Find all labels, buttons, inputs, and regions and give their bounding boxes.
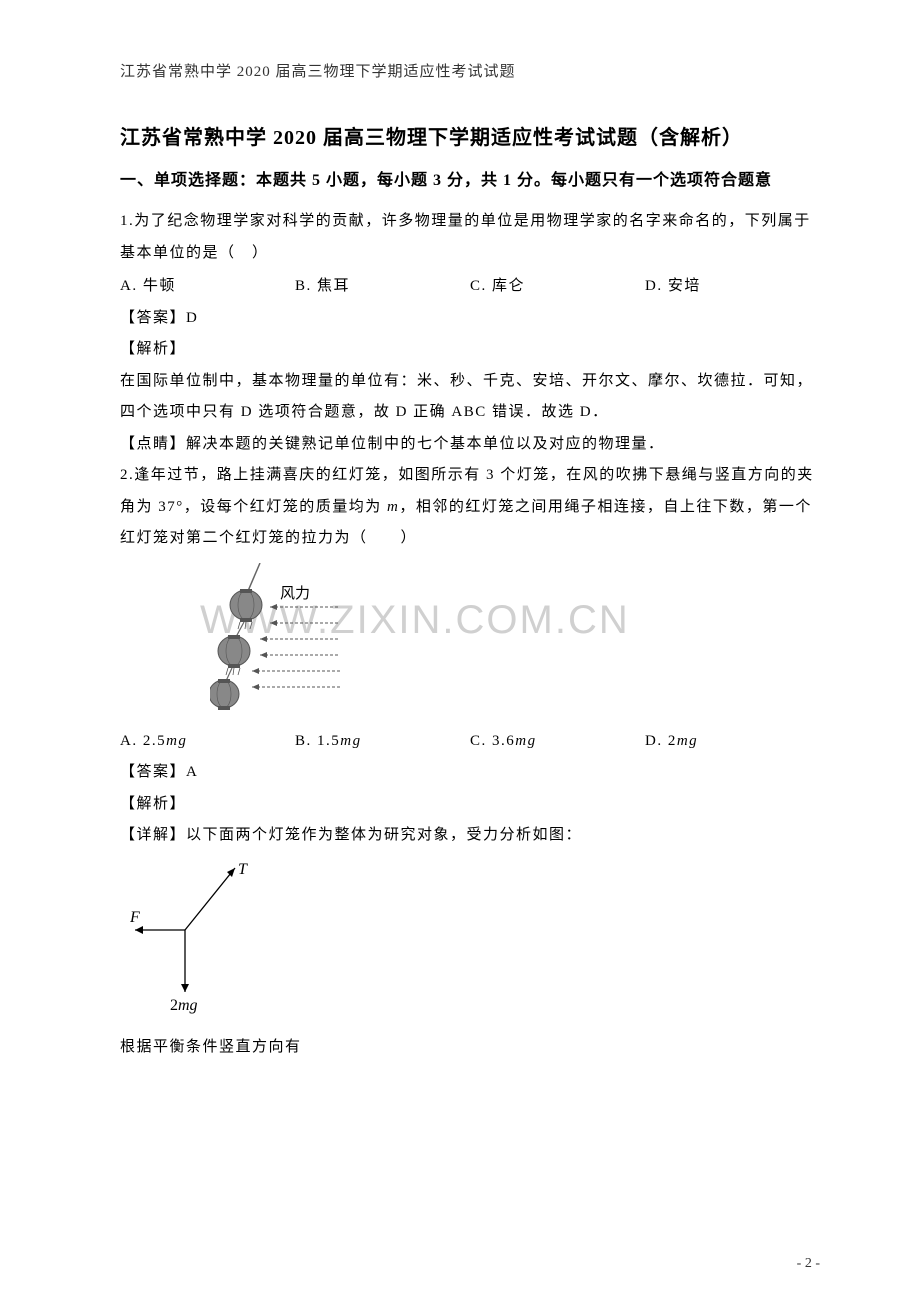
svg-text:F: F <box>130 909 140 926</box>
force-diagram: T F 2mg <box>130 860 820 1020</box>
q2-opt-c-prefix: C. 3.6 <box>470 733 515 749</box>
q1-explanation: 在国际单位制中，基本物理量的单位有：米、秒、千克、安培、开尔文、摩尔、坎德拉．可… <box>120 366 820 429</box>
q2-option-d: D. 2mg <box>645 726 820 758</box>
q1-stem: 1.为了纪念物理学家对科学的贡献，许多物理量的单位是用物理学家的名字来命名的，下… <box>120 206 820 269</box>
q2-answer: 【答案】A <box>120 757 820 789</box>
q2-opt-a-prefix: A. 2.5 <box>120 733 166 749</box>
q2-option-c: C. 3.6mg <box>470 726 645 758</box>
q2-explain-label: 【解析】 <box>120 789 820 821</box>
q2-opt-d-prefix: D. 2 <box>645 733 677 749</box>
q2-option-b: B. 1.5mg <box>295 726 470 758</box>
svg-text:2mg: 2mg <box>170 997 198 1014</box>
page-header: 江苏省常熟中学 2020 届高三物理下学期适应性考试试题 <box>120 60 820 81</box>
q2-balance-text: 根据平衡条件竖直方向有 <box>120 1032 820 1064</box>
q1-answer: 【答案】D <box>120 303 820 335</box>
q2-options: A. 2.5mg B. 1.5mg C. 3.6mg D. 2mg <box>120 726 820 758</box>
lantern-svg: 风力 <box>210 563 380 713</box>
q1-option-a: A. 牛顿 <box>120 271 295 303</box>
q2-detail: 【详解】以下面两个灯笼作为整体为研究对象，受力分析如图： <box>120 820 820 852</box>
page-number: - 2 - <box>797 1256 820 1272</box>
page-content: 江苏省常熟中学 2020 届高三物理下学期适应性考试试题 江苏省常熟中学 202… <box>120 60 820 1063</box>
svg-text:T: T <box>238 861 248 878</box>
wind-label: 风力 <box>280 585 310 602</box>
q1-tip: 【点睛】解决本题的关键熟记单位制中的七个基本单位以及对应的物理量． <box>120 429 820 461</box>
q1-option-b: B. 焦耳 <box>295 271 470 303</box>
q2-option-a: A. 2.5mg <box>120 726 295 758</box>
q2-stem-m: m <box>387 499 399 515</box>
lantern-figure: 风力 <box>210 563 820 718</box>
q2-opt-d-unit: mg <box>677 733 698 749</box>
q1-options: A. 牛顿 B. 焦耳 C. 库仑 D. 安培 <box>120 271 820 303</box>
force-svg: T F 2mg <box>130 860 280 1015</box>
q2-opt-b-prefix: B. 1.5 <box>295 733 340 749</box>
q2-stem: 2.逢年过节，路上挂满喜庆的红灯笼，如图所示有 3 个灯笼，在风的吹拂下悬绳与竖… <box>120 460 820 555</box>
q1-explain-label: 【解析】 <box>120 334 820 366</box>
section-heading: 一、单项选择题：本题共 5 小题，每小题 3 分，共 1 分。每小题只有一个选项… <box>120 166 820 196</box>
q2-opt-b-unit: mg <box>340 733 361 749</box>
page-title: 江苏省常熟中学 2020 届高三物理下学期适应性考试试题（含解析） <box>120 121 820 150</box>
q1-option-d: D. 安培 <box>645 271 820 303</box>
q2-opt-a-unit: mg <box>166 733 187 749</box>
q2-opt-c-unit: mg <box>515 733 536 749</box>
q1-option-c: C. 库仑 <box>470 271 645 303</box>
